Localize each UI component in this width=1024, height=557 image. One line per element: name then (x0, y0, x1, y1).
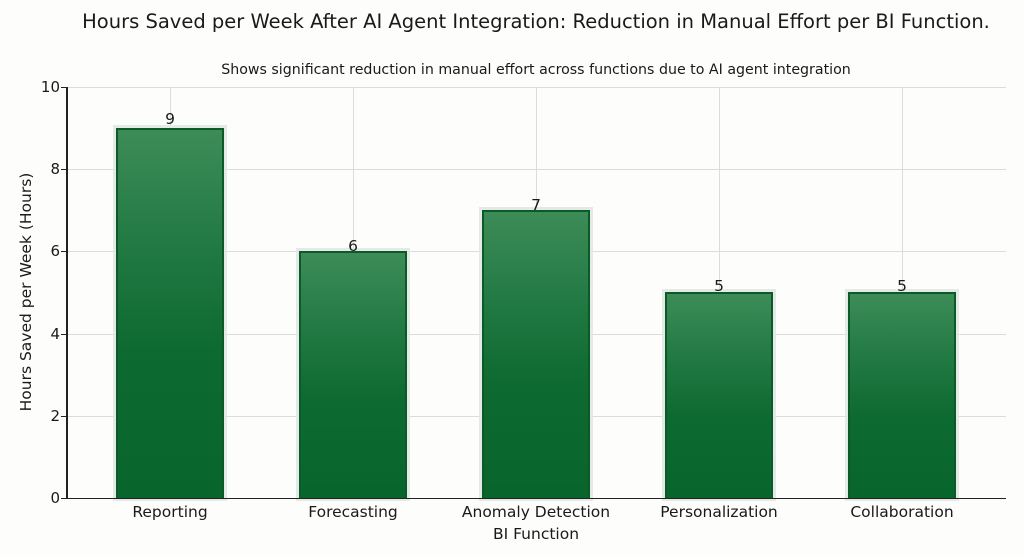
y-tick-label-6: 6 (50, 242, 60, 260)
x-axis-label: BI Function (492, 525, 580, 543)
y-tick-mark (61, 169, 66, 170)
y-tick-label-10: 10 (40, 78, 60, 96)
y-tick-label-8: 8 (50, 160, 60, 178)
y-tick-mark (61, 87, 66, 88)
y-axis-line (66, 87, 68, 498)
data-label-reporting: 9 (165, 110, 175, 128)
data-label-anomaly-detection: 7 (531, 196, 541, 214)
bar-reporting (116, 128, 224, 498)
x-tick-label-anomaly-detection: Anomaly Detection (461, 503, 611, 521)
bar-personalization (665, 292, 773, 498)
y-tick-label-0: 0 (50, 489, 60, 507)
data-label-collaboration: 5 (897, 277, 907, 295)
bar-anomaly-detection (482, 210, 590, 498)
y-tick-mark (61, 416, 66, 417)
chart-title: Hours Saved per Week After AI Agent Inte… (82, 10, 990, 33)
x-tick-label-collaboration: Collaboration (850, 503, 954, 521)
y-tick-label-4: 4 (50, 325, 60, 343)
y-tick-mark (61, 334, 66, 335)
y-axis-label: Hours Saved per Week (Hours) (17, 172, 35, 412)
data-label-forecasting: 6 (348, 237, 358, 255)
x-tick-label-reporting: Reporting (132, 503, 208, 521)
y-tick-mark (61, 498, 66, 499)
bar-forecasting (299, 251, 407, 498)
bar-collaboration (848, 292, 956, 498)
x-tick-label-forecasting: Forecasting (308, 503, 398, 521)
x-axis-line (66, 497, 1006, 499)
x-tick-label-personalization: Personalization (660, 503, 778, 521)
y-tick-mark (61, 251, 66, 252)
y-tick-label-2: 2 (50, 407, 60, 425)
chart-subtitle: Shows significant reduction in manual ef… (221, 62, 851, 78)
plot-area: 9 6 7 5 5 10 8 6 4 2 0 Reporting Forecas… (41, 79, 1006, 521)
data-label-personalization: 5 (714, 277, 724, 295)
